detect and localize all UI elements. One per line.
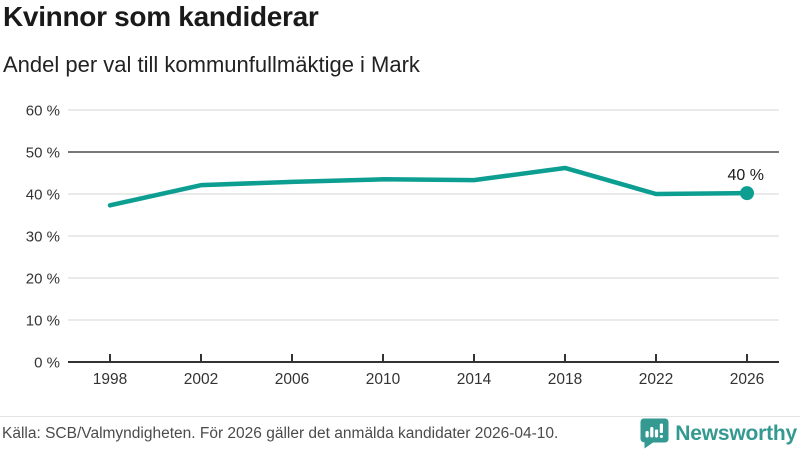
y-tick-label: 40 % xyxy=(26,187,60,204)
y-tick-label: 10 % xyxy=(26,313,60,330)
y-tick-label: 20 % xyxy=(26,271,60,288)
line-chart-canvas: 0 % 10 % 20 % 30 % 40 % 50 % 60 % 1998 2002 2006 2… xyxy=(26,103,779,388)
x-tick-label: 2002 xyxy=(184,371,218,388)
x-tick-label: 2010 xyxy=(366,371,401,388)
x-tick-label: 2006 xyxy=(275,371,309,388)
bar-chart-speech-bubble-icon xyxy=(640,418,669,449)
newsworthy-logo[interactable]: Newsworthy xyxy=(640,418,797,449)
footer: Källa: SCB/Valmyndigheten. För 2026 gäll… xyxy=(0,416,800,450)
source-note: Källa: SCB/Valmyndigheten. För 2026 gäll… xyxy=(2,424,559,442)
end-point-marker xyxy=(740,186,754,201)
x-tick-label: 2014 xyxy=(457,371,492,388)
x-tick-label: 2018 xyxy=(548,371,582,388)
y-tick-label: 60 % xyxy=(26,103,60,120)
newsworthy-wordmark: Newsworthy xyxy=(675,421,797,445)
y-tick-label: 30 % xyxy=(26,229,60,246)
chart-subtitle: Andel per val till kommunfullmäktige i M… xyxy=(3,52,420,77)
end-point-value-label: 40 % xyxy=(728,167,764,184)
x-tick-label: 2026 xyxy=(730,371,764,388)
data-line xyxy=(107,165,750,208)
y-tick-label: 0 % xyxy=(34,355,60,372)
page-title: Kvinnor som kandiderar xyxy=(3,1,319,32)
x-tick-label: 1998 xyxy=(93,371,127,388)
y-tick-label: 50 % xyxy=(26,145,60,162)
x-tick-label: 2022 xyxy=(639,371,673,388)
